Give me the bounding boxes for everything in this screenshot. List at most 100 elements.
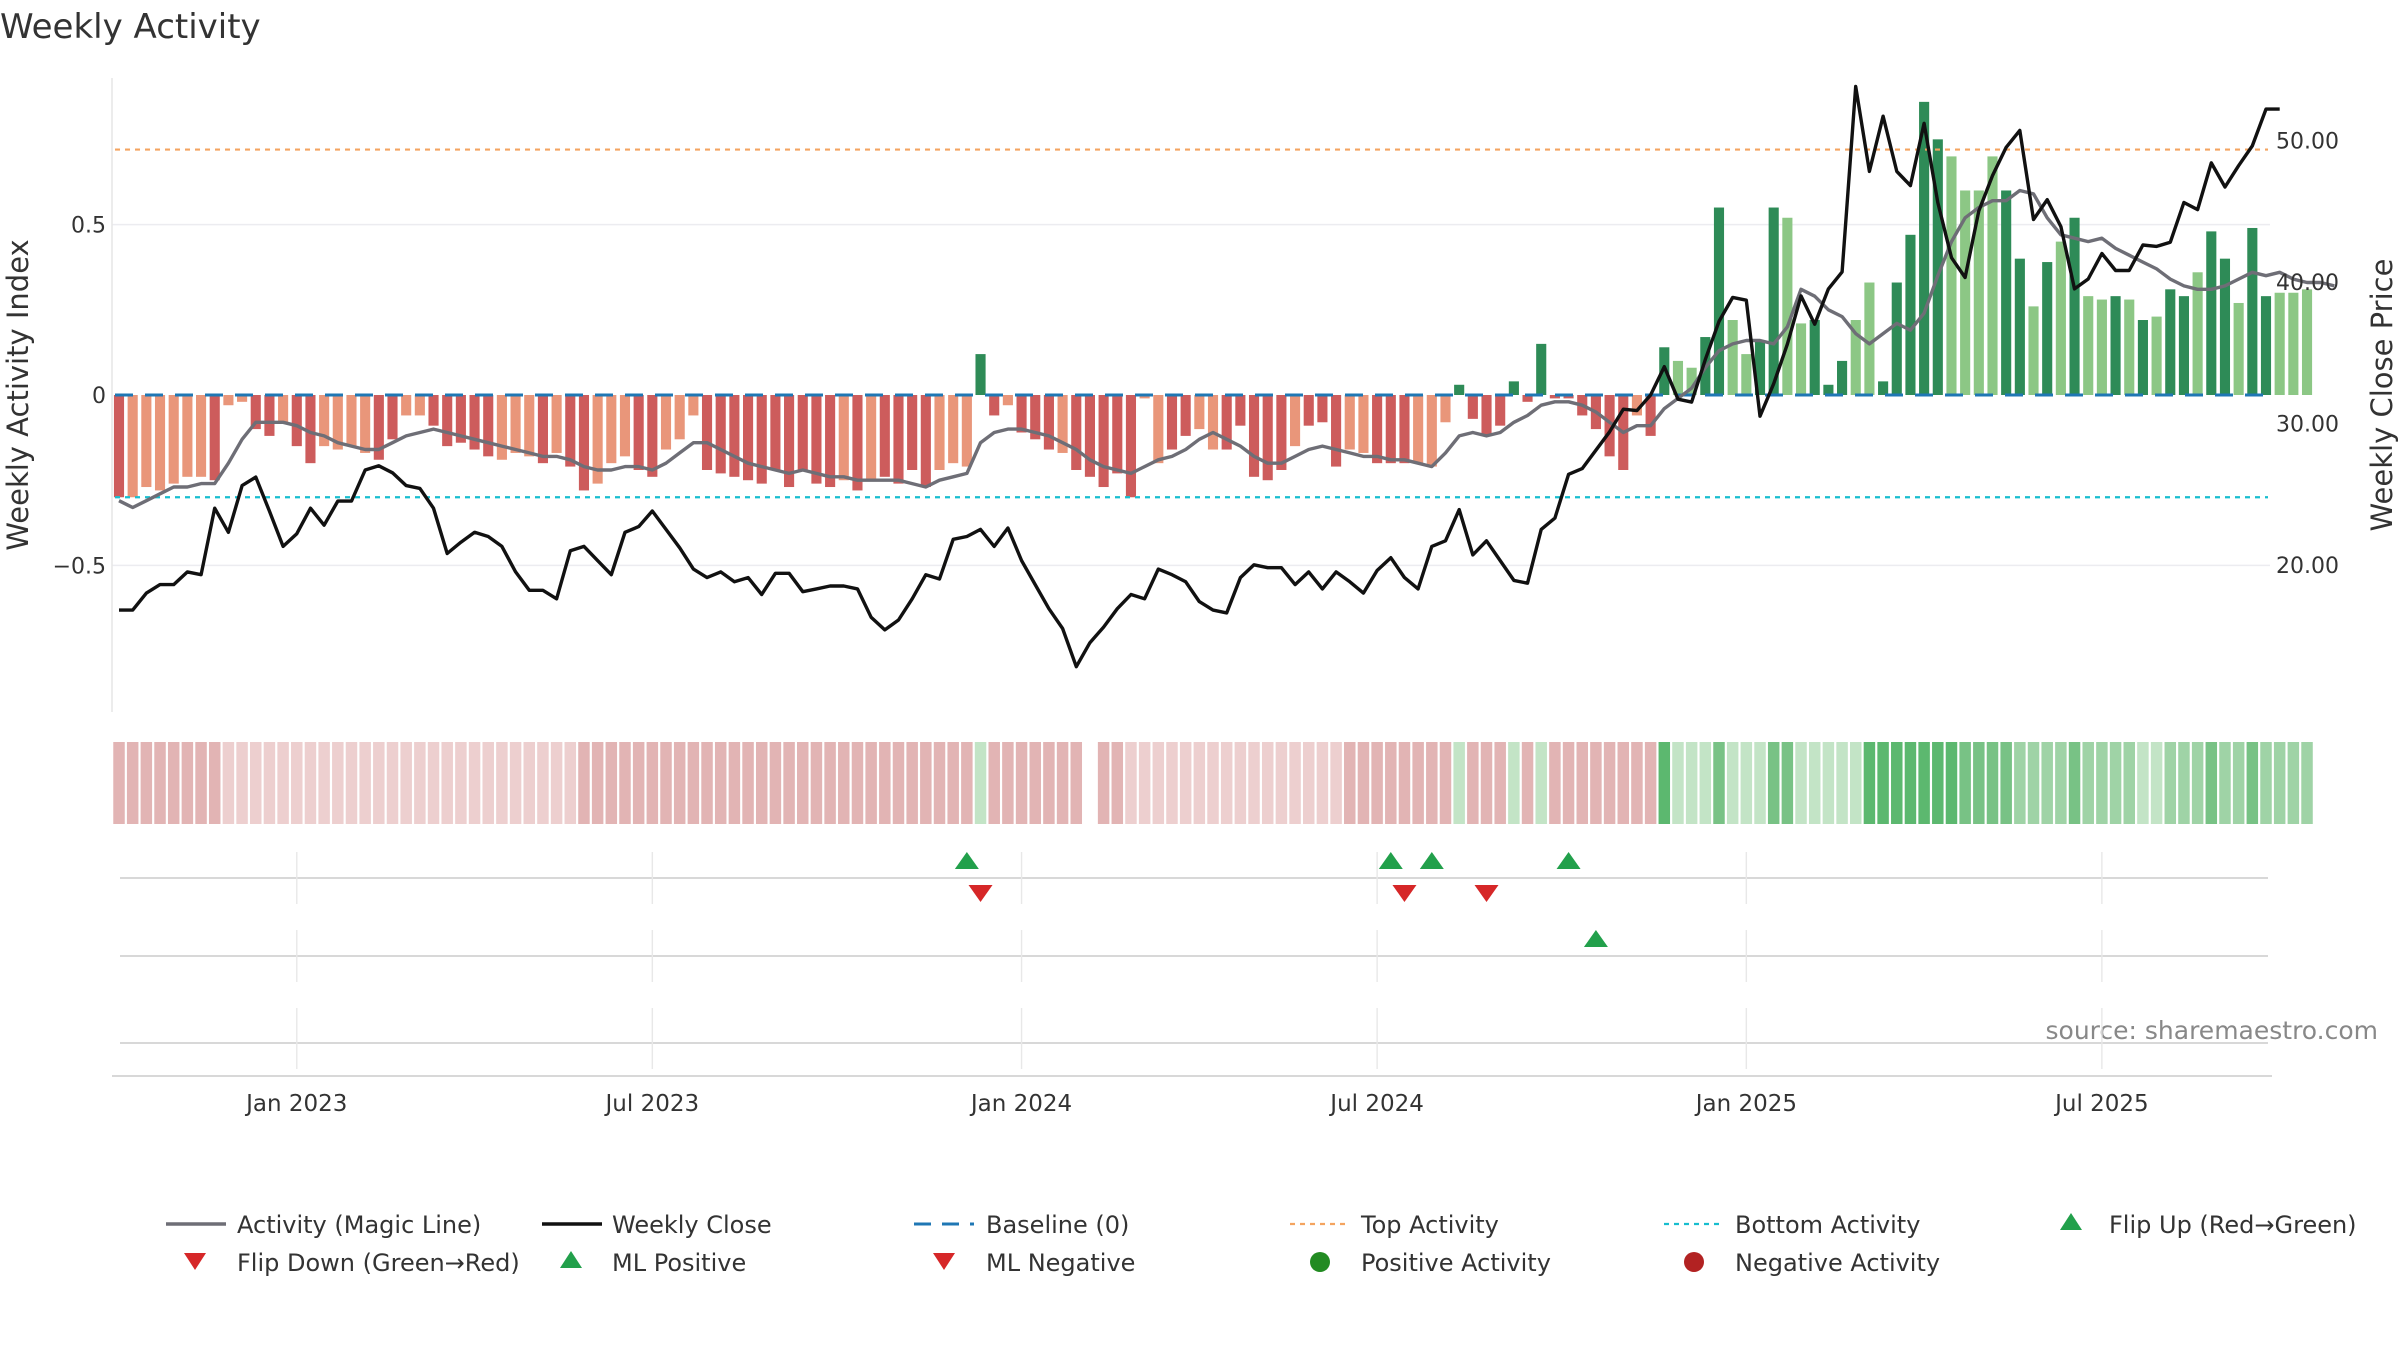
heat-cell	[1973, 742, 1985, 824]
heat-cell	[1781, 742, 1794, 824]
activity-bar	[647, 395, 658, 477]
heat-cell	[1467, 742, 1479, 824]
activity-bar	[1426, 395, 1437, 467]
heat-cell	[236, 742, 248, 824]
heat-cell	[1248, 742, 1260, 824]
heat-cell	[1631, 742, 1643, 824]
heat-cell	[2109, 742, 2122, 824]
y2-tick-label: 20.00	[2276, 554, 2339, 579]
heat-cell	[1056, 742, 1069, 824]
heat-cell	[2191, 742, 2204, 824]
heat-cell	[1207, 742, 1219, 824]
activity-bar	[1098, 395, 1109, 488]
activity-bar	[565, 395, 576, 467]
heat-cell	[1795, 742, 1807, 824]
activity-bar	[1891, 282, 1902, 395]
heat-cell	[1521, 742, 1534, 824]
flip-panels-grid	[112, 877, 2272, 1077]
activity-bar	[1139, 395, 1150, 399]
heat-cell	[591, 742, 604, 824]
heat-cell	[2055, 742, 2067, 824]
heat-cell	[1398, 742, 1411, 824]
activity-bar	[1713, 207, 1725, 395]
heat-cell	[605, 742, 618, 824]
heat-cell	[2260, 742, 2272, 824]
heat-cell	[550, 742, 563, 824]
y-tick-label: −0.5	[53, 554, 106, 579]
activity-bar	[2301, 289, 2313, 395]
activity-bar	[1276, 395, 1287, 470]
legend-item-ml-negative: ML Negative	[933, 1249, 1135, 1277]
activity-bar	[209, 395, 220, 481]
activity-bar	[674, 395, 685, 440]
activity-bar	[2124, 299, 2135, 395]
heat-cell	[2096, 742, 2108, 824]
activity-bar	[1385, 395, 1396, 464]
activity-bar	[756, 395, 767, 484]
activity-bar	[606, 395, 617, 464]
heat-cell	[714, 742, 727, 824]
heat-cell	[1138, 742, 1151, 824]
activity-bar	[1782, 217, 1793, 395]
activity-bar	[1768, 207, 1779, 395]
y2-tick-label: 50.00	[2276, 129, 2339, 154]
weekly-close-series	[119, 84, 2280, 669]
heat-cell	[1193, 742, 1206, 824]
heat-cell	[974, 742, 987, 824]
activity-bar	[1262, 395, 1273, 481]
flip-down-marker	[1474, 885, 1499, 902]
heat-cell	[838, 742, 850, 824]
legend-item-negative: Negative Activity	[1684, 1249, 1940, 1277]
activity-bar	[1864, 282, 1875, 395]
activity-bar	[250, 395, 261, 430]
x-tick-label: Jul 2024	[1328, 1091, 1424, 1117]
activity-bar	[633, 395, 644, 470]
heat-cell	[359, 742, 371, 824]
heat-cell	[1877, 742, 1889, 824]
heat-cell	[2232, 742, 2245, 824]
activity-bar	[2055, 241, 2066, 395]
activity-bar	[715, 395, 726, 474]
main-grid	[112, 223, 2270, 567]
heat-cell	[1672, 742, 1684, 824]
activity-bar	[1399, 395, 1410, 464]
activity-bar	[2274, 292, 2285, 395]
activity-bar	[360, 395, 371, 453]
heat-cell	[783, 742, 795, 824]
legend-item-ml-positive: ML Positive	[560, 1249, 746, 1277]
activity-bar	[1809, 320, 1820, 395]
activity-bar	[1987, 156, 1998, 395]
activity-bar	[264, 395, 275, 436]
activity-bar	[524, 395, 535, 457]
flip-down-marker	[968, 885, 993, 902]
activity-bar	[1672, 360, 1684, 395]
heat-cell	[1562, 742, 1575, 824]
flip-down-marker	[1392, 885, 1417, 902]
heat-cell	[2246, 742, 2259, 824]
activity-bar	[2069, 217, 2080, 395]
legend-item-positive: Positive Activity	[1310, 1249, 1551, 1277]
heat-cell	[1289, 742, 1301, 824]
activity-bar	[1878, 381, 1889, 395]
heat-cell	[2137, 742, 2149, 824]
activity-bar	[2288, 292, 2299, 395]
heat-cell	[1166, 742, 1178, 824]
activity-bar	[414, 395, 425, 416]
activity-bar	[1016, 395, 1027, 433]
heat-cell	[2273, 742, 2286, 824]
activity-bar	[291, 395, 302, 447]
heat-cell	[1453, 742, 1465, 824]
activity-bar	[168, 395, 179, 484]
activity-bar	[223, 395, 234, 406]
heat-cell	[2027, 742, 2040, 824]
heat-cell	[2082, 742, 2094, 824]
activity-bar	[948, 395, 959, 464]
activity-bar	[1960, 190, 1971, 395]
heat-cell	[1726, 742, 1739, 824]
activity-bar	[838, 395, 849, 481]
heat-cell	[933, 742, 946, 824]
heat-cell	[250, 742, 262, 824]
legend-label-flip-down: Flip Down (Green→Red)	[237, 1249, 520, 1277]
x-tick-label: Jul 2023	[604, 1091, 700, 1117]
heat-cell	[619, 742, 631, 824]
